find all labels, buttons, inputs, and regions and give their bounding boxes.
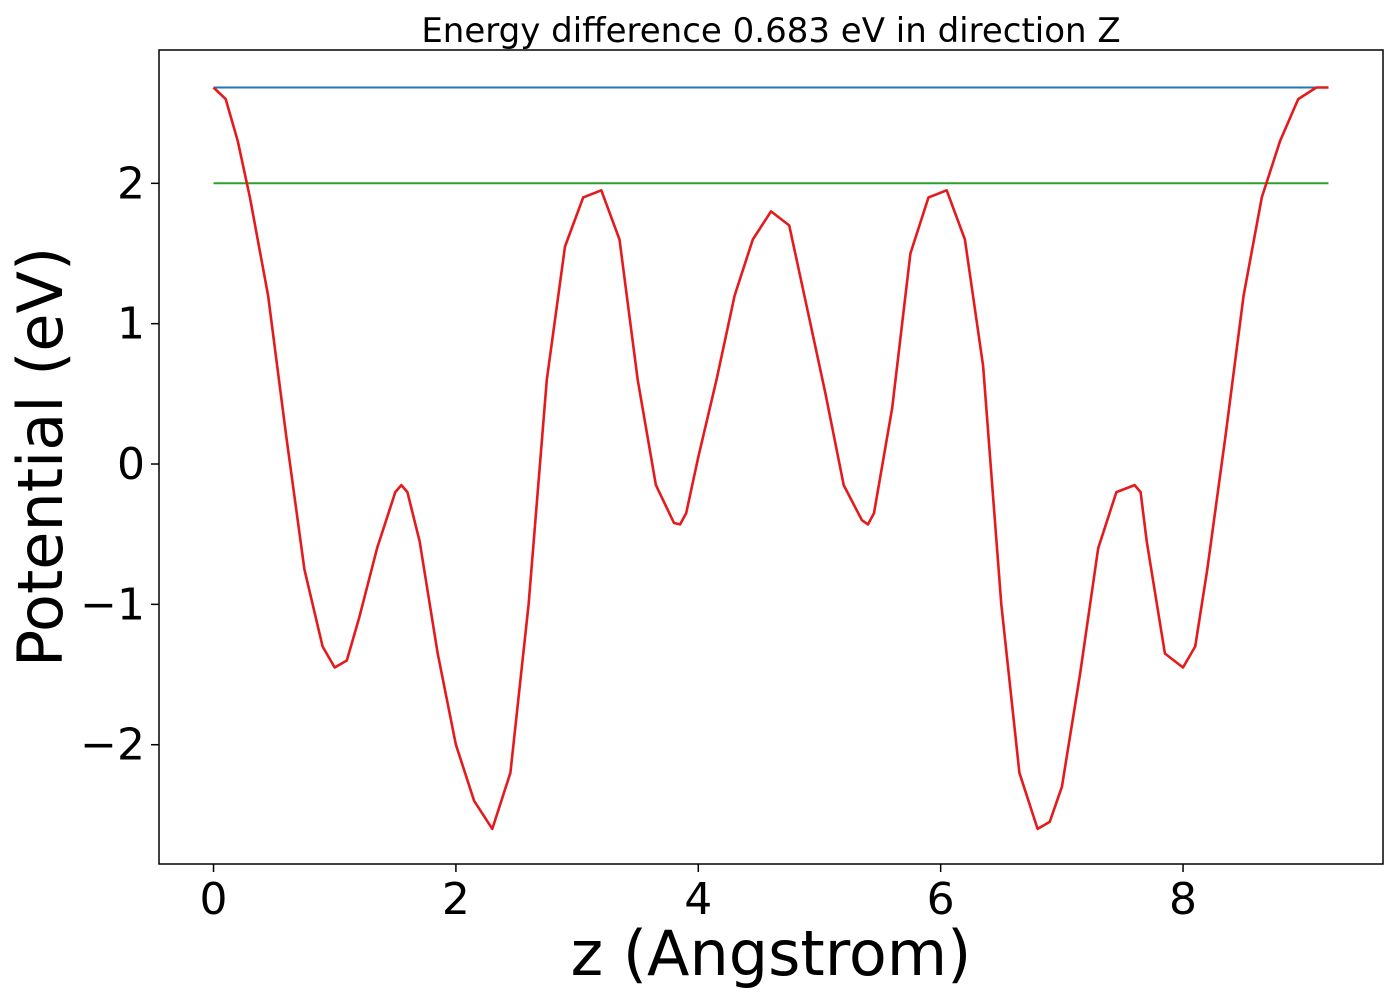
y-tick-label: −1 [80,579,145,630]
x-tick-label: 2 [442,874,470,925]
y-axis-title: Potential (eV) [4,247,77,667]
plot-frame [158,49,1384,865]
y-tick-label: 0 [117,439,145,490]
series-line-2 [212,86,1329,831]
y-tick-label: −2 [80,720,145,771]
x-axis: 0 2 4 6 8 [200,864,1197,925]
y-axis: −2 −1 0 1 2 [80,158,159,771]
y-tick-label: 2 [117,158,145,209]
y-tick-label: 1 [117,299,145,350]
x-axis-title: z (Angstrom) [571,917,972,990]
x-tick-label: 8 [1169,874,1197,925]
chart-title: Energy difference 0.683 eV in direction … [421,11,1120,51]
x-tick-label: 4 [684,874,712,925]
x-tick-label: 6 [927,874,955,925]
plot-background [159,50,1383,864]
x-tick-label: 0 [200,874,228,925]
series-layer [212,86,1329,831]
